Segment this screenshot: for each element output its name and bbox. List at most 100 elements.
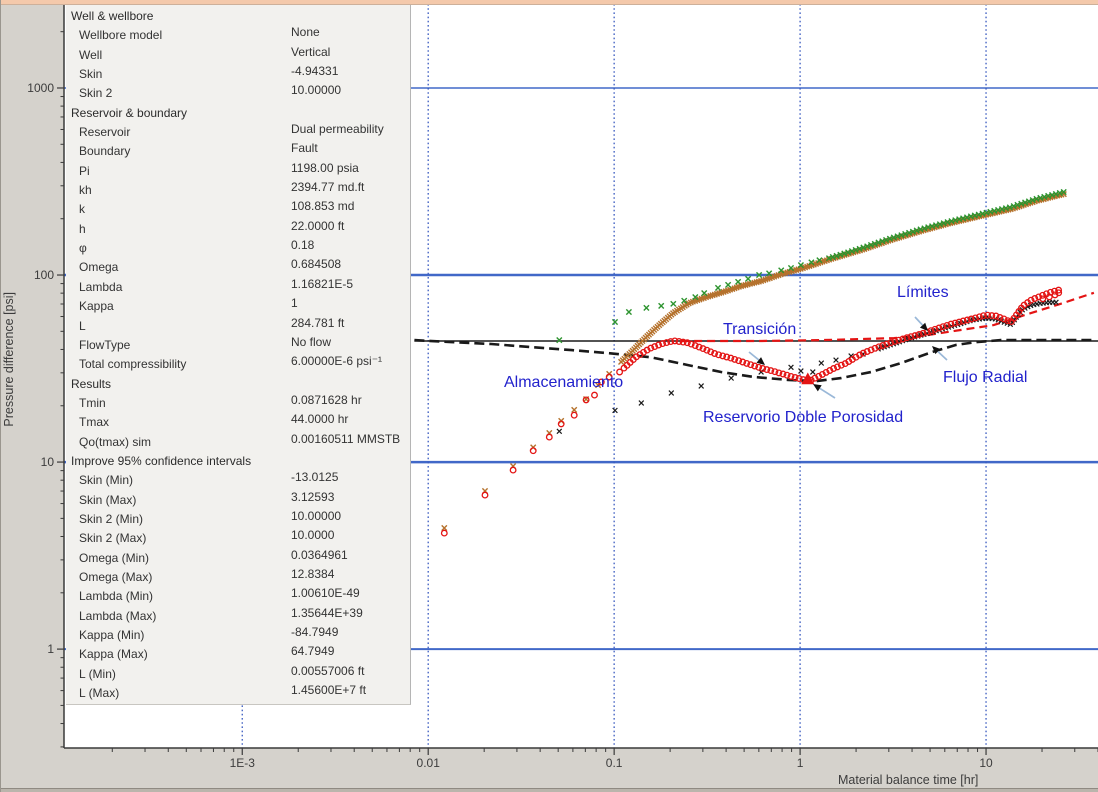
param-value: 1 xyxy=(291,296,298,311)
pressure-data-green-x-marker xyxy=(735,278,742,285)
param-value: 64.7949 xyxy=(291,644,335,659)
derivative-data-red-o-marker xyxy=(903,334,911,342)
pressure-data-green-x-marker xyxy=(692,294,699,301)
derivative-data-red-o-marker xyxy=(984,311,992,319)
param-value: 6.00000E-6 psi⁻¹ xyxy=(291,354,383,369)
model-pressure-brown-x-marker xyxy=(595,382,602,389)
window-top-strip xyxy=(1,0,1098,5)
y-tick-label: 100 xyxy=(34,268,54,282)
derivative-data-red-o-marker xyxy=(943,321,951,329)
pressure-data-green-x-marker xyxy=(808,259,815,266)
param-value: 1.45600E+7 ft xyxy=(291,683,367,698)
derivative-data-red-o-marker xyxy=(651,343,659,351)
param-value: 1.16821E-5 xyxy=(291,276,354,291)
param-value: 44.0000 hr xyxy=(291,412,349,427)
derivative-data-red-o-marker xyxy=(739,358,747,366)
derivative-data-red-o-marker xyxy=(1051,287,1058,295)
derivative-data-red-o-marker xyxy=(907,333,915,341)
param-value: 10.00000 xyxy=(291,83,342,98)
param-value: 3.12593 xyxy=(291,489,335,504)
param-label: Lambda (Max) xyxy=(79,608,157,623)
param-row: Tmax 44.0000 hr xyxy=(66,412,410,432)
param-value: 12.8384 xyxy=(291,566,335,581)
param-row: Well Vertical xyxy=(66,45,410,65)
pressure-data-green-x-marker xyxy=(611,318,619,326)
model-derivative-red-dashed xyxy=(681,291,1095,343)
param-label: Skin (Min) xyxy=(79,473,134,488)
param-value: 0.684508 xyxy=(291,257,342,272)
param-label: Kappa (Min) xyxy=(79,628,145,642)
derivative-data-red-o-marker xyxy=(1039,295,1047,303)
param-label: Results xyxy=(71,376,112,391)
param-label: kh xyxy=(79,183,92,198)
pressure-data-green-x-marker xyxy=(766,270,773,277)
param-label: Improve 95% confidence intervals xyxy=(71,453,252,468)
param-row: Qo(tmax) sim 0.00160511 MMSTB xyxy=(66,432,410,452)
x-tick-label: 1 xyxy=(797,756,804,770)
x-tick-label: 10 xyxy=(979,756,993,770)
annotation-transici-n: Transición xyxy=(723,321,797,338)
derivative-data2-black-x-marker xyxy=(798,368,804,374)
annotation-flujo-radial: Flujo Radial xyxy=(943,369,1028,386)
derivative-data-red-o-marker xyxy=(731,355,739,363)
derivative-data2-black-x-marker xyxy=(1053,299,1059,306)
param-value: 10.0000 xyxy=(291,528,335,543)
param-label: φ xyxy=(79,241,87,256)
param-row: Lambda (Min) 1.00610E-49 xyxy=(66,586,410,606)
derivative-data-red-o-marker xyxy=(859,349,867,357)
derivative-data2-black-x-marker xyxy=(556,428,563,435)
derivative-data-red-o-marker xyxy=(582,396,590,404)
derivative-data-red-o-marker xyxy=(871,344,879,352)
param-value: No flow xyxy=(291,334,332,349)
derivative-data-red-o-marker xyxy=(1004,317,1012,325)
param-row: FlowType No flow xyxy=(66,334,410,355)
pressure-data-green-x-marker xyxy=(643,304,650,311)
annotation-arrow-shaft xyxy=(937,350,948,361)
pressure-data-green-x-marker xyxy=(797,262,804,269)
derivative-data-red-o-marker xyxy=(779,370,787,378)
x-tick-label: 0.01 xyxy=(417,756,441,770)
window-bottom-edge xyxy=(1,788,1098,792)
param-value: 1198.00 psia xyxy=(291,160,359,175)
param-label: Well & wellbore xyxy=(71,9,154,23)
model-derivative-black-dashed xyxy=(414,338,1094,383)
derivative-data-red-o-marker xyxy=(616,368,624,376)
param-section-header: Improve 95% confidence intervals xyxy=(66,452,410,471)
param-value: -84.7949 xyxy=(291,625,339,639)
param-label: Omega (Max) xyxy=(79,569,153,584)
annotation-arrow-shaft xyxy=(819,387,836,399)
derivative-data-red-o-marker xyxy=(767,367,775,375)
derivative-data2-black-x-marker xyxy=(788,364,794,371)
annotation-arrow-head xyxy=(932,346,941,355)
param-row: Skin -4.94331 xyxy=(66,64,410,84)
derivative-data-red-o-marker xyxy=(963,316,971,324)
derivative-data-red-o-marker xyxy=(715,351,723,359)
derivative-data-red-o-marker xyxy=(570,411,578,419)
pressure-data-green-x-marker xyxy=(871,240,878,247)
pressure-data-green-x-marker xyxy=(658,302,665,309)
derivative-data-red-o-marker xyxy=(481,491,489,499)
derivative-data-red-o-marker xyxy=(727,354,735,362)
derivative-data-red-o-marker xyxy=(883,340,891,348)
derivative-data-red-o-marker xyxy=(683,339,691,347)
derivative-data-red-o-marker xyxy=(811,374,819,382)
derivative-data-red-o-marker xyxy=(1045,293,1053,301)
param-row: Skin 2 (Max) 10.0000 xyxy=(66,528,410,548)
derivative-data2-black-x-marker xyxy=(638,400,645,406)
derivative-data-red-o-marker xyxy=(783,371,791,379)
derivative-data-red-o-marker xyxy=(775,369,783,377)
derivative-data-red-o-marker xyxy=(509,466,517,474)
param-label: Tmin xyxy=(79,395,106,410)
param-row: L 284.781 ft xyxy=(66,316,410,336)
derivative-data-red-o-marker xyxy=(557,420,565,428)
param-row: Lambda 1.16821E-5 xyxy=(66,276,410,297)
derivative-data-red-o-marker xyxy=(931,325,939,333)
param-row: k 108.853 md xyxy=(66,199,410,219)
param-label: Skin 2 (Max) xyxy=(79,531,147,546)
pressure-data-green-x-marker xyxy=(681,297,688,304)
param-row: Skin 2 (Min) 10.00000 xyxy=(66,509,410,529)
model-pressure-brown-x-marker xyxy=(441,524,448,532)
param-label: L xyxy=(79,318,86,333)
pressure-data-green-x-marker xyxy=(745,275,752,282)
derivative-data-red-o-marker xyxy=(899,335,907,343)
